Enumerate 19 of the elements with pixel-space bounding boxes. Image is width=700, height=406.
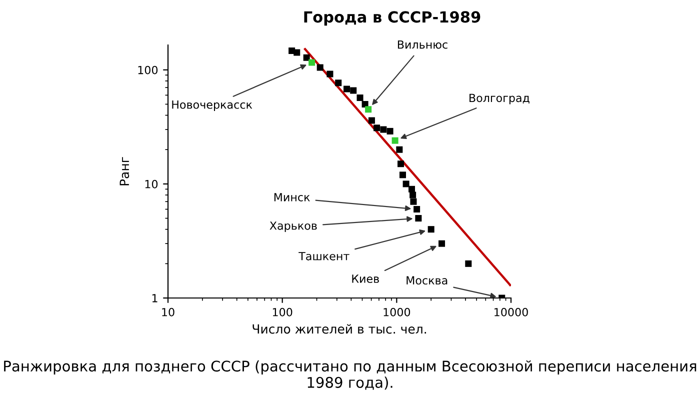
annotation: Волгоград xyxy=(470,94,530,104)
y-tick-label: 1 xyxy=(152,294,158,302)
x-tick-label: 1000 xyxy=(384,308,410,316)
annotation: Харьков xyxy=(270,222,317,232)
annotation: Москва xyxy=(406,276,448,285)
annotation: Новочеркасск xyxy=(172,100,252,111)
annotation: Минск xyxy=(274,193,310,202)
y-axis-title: Ранг xyxy=(120,157,130,186)
y-tick-label: 100 xyxy=(138,66,158,74)
annotation: Ташкент xyxy=(298,252,350,260)
y-tick-label: 10 xyxy=(145,180,158,188)
x-tick-label: 10 xyxy=(162,308,174,316)
x-axis-title: Число жителей в тыс. чел. xyxy=(252,324,426,334)
x-tick-label: 10000 xyxy=(494,308,528,316)
x-tick-label: 100 xyxy=(272,308,292,316)
text: Ранжировка для позднего СССР (рассчитано по данным Всесоюзной переписи населения 1989 года). xyxy=(4,360,696,390)
chart-title: Города в СССР-1989 xyxy=(304,11,480,26)
annotation: Вильнюс xyxy=(398,40,448,49)
annotation: Киев xyxy=(352,274,379,283)
